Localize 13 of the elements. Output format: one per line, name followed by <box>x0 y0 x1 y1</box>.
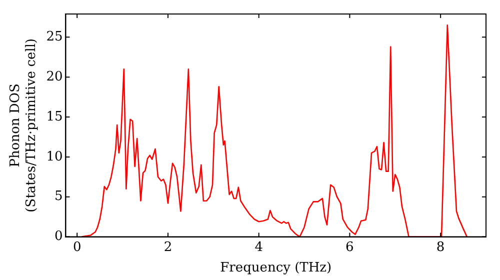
y-tick-label: 10 <box>46 149 63 164</box>
x-tick-label: 0 <box>72 240 82 255</box>
x-tick-label: 8 <box>436 240 445 255</box>
x-tick-label: 4 <box>254 240 263 255</box>
x-tick-label: 6 <box>346 240 354 255</box>
y-tick-label: 0 <box>54 229 63 244</box>
y-tick-label: 15 <box>46 109 63 124</box>
y-tick-label: 25 <box>46 30 63 45</box>
x-axis-title: Frequency (THz) <box>220 260 332 276</box>
y-tick-label: 20 <box>46 69 63 84</box>
y-axis-title: Phonon DOS (States/THz·primitive cell) <box>8 38 39 212</box>
y-tick-label: 5 <box>54 189 63 204</box>
x-tick-label: 2 <box>164 240 172 255</box>
